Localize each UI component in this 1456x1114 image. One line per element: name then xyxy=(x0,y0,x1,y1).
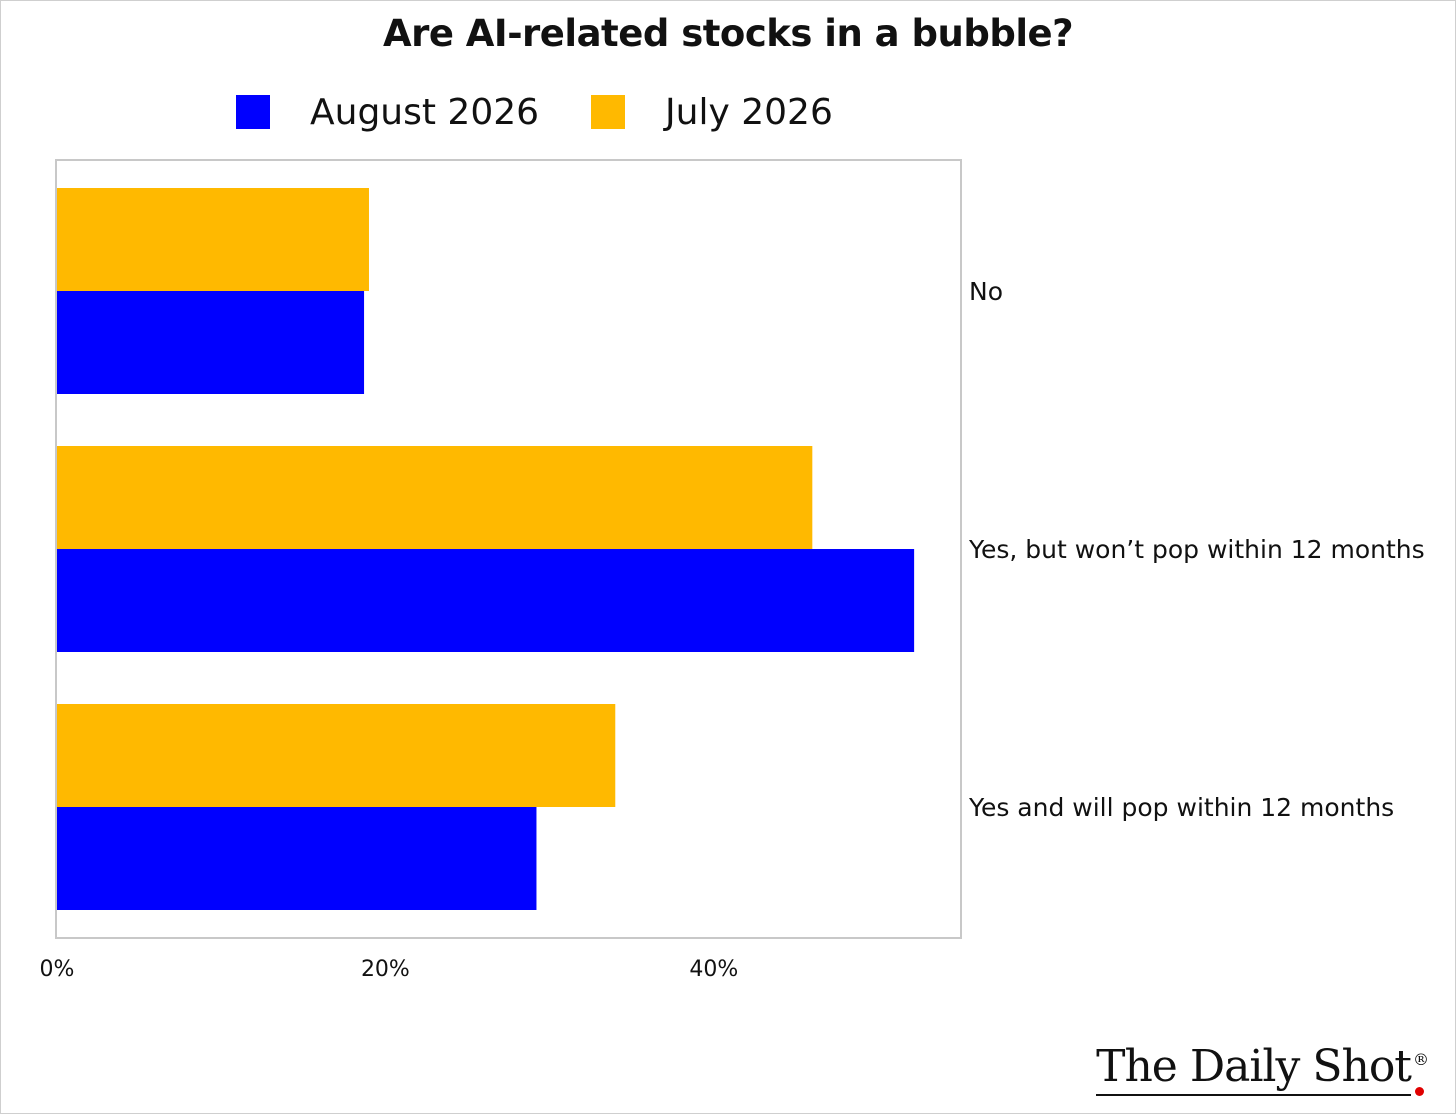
bar-july-2026-2 xyxy=(57,446,813,549)
legend-item-july: July 2026 xyxy=(591,92,833,133)
bar-august-2026-1 xyxy=(57,291,365,394)
brand-dot xyxy=(1415,1087,1424,1096)
bar-july-2026-1 xyxy=(57,188,369,291)
legend-label-july: July 2026 xyxy=(665,91,833,133)
x-tick-label-3: 40% xyxy=(689,957,738,982)
category-label-2: Yes, but won’t pop within 12 months xyxy=(968,535,1425,564)
brand-name: The Daily Shot xyxy=(1096,1041,1412,1096)
x-tick-label-1: 0% xyxy=(40,957,75,982)
bar-august-2026-2 xyxy=(57,549,915,652)
legend-swatch-august xyxy=(236,95,270,129)
brand-logo: The Daily Shot ® xyxy=(1096,1041,1429,1096)
bar-august-2026-3 xyxy=(57,807,537,910)
chart-title: Are AI-related stocks in a bubble? xyxy=(382,12,1074,55)
legend-swatch-july xyxy=(591,95,626,129)
plot-area-border xyxy=(55,159,962,939)
legend-label-august: August 2026 xyxy=(310,91,540,133)
x-tick-label-2: 20% xyxy=(361,957,410,982)
registered-mark: ® xyxy=(1413,1050,1429,1070)
category-label-1: No xyxy=(969,277,1003,306)
legend-item-august: August 2026 xyxy=(236,92,539,133)
bar-july-2026-3 xyxy=(57,704,616,807)
category-label-3: Yes and will pop within 12 months xyxy=(968,793,1394,822)
chart-legend: August 2026 July 2026 xyxy=(236,88,885,136)
